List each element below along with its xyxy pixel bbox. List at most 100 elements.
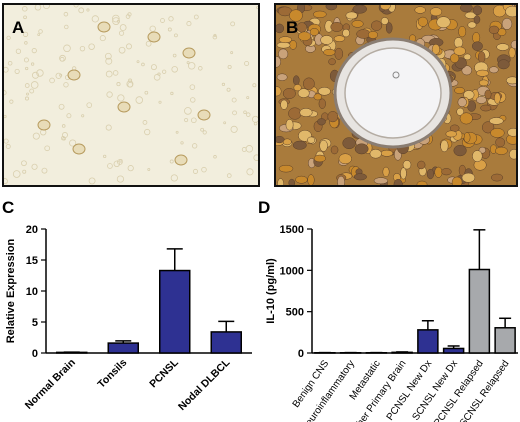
tumor-cell [368, 30, 378, 39]
tissue-fiber [30, 81, 39, 89]
tumor-cell [342, 137, 356, 150]
tissue-fiber [22, 169, 27, 174]
y-tick-label: 1000 [280, 265, 304, 277]
tissue-fiber [31, 71, 39, 79]
tumor-cell [489, 117, 504, 125]
tumor-cell [318, 98, 326, 109]
panel-label-d: D [258, 198, 271, 217]
tumor-cell [489, 66, 499, 74]
tissue-fiber [4, 114, 7, 119]
tissue-fiber [189, 84, 196, 90]
tissue-fiber [36, 69, 44, 77]
tumor-cell [385, 22, 393, 34]
bar [442, 347, 465, 354]
tissue-fiber [201, 166, 207, 173]
tissue-fiber [213, 155, 217, 159]
tissue-fiber [21, 160, 27, 167]
y-tick-label: 15 [26, 255, 38, 267]
tumor-cell [354, 143, 369, 155]
tumor-cell [330, 21, 344, 32]
tumor-cell [417, 160, 426, 170]
tissue-fiber [184, 117, 189, 123]
tissue-fiber [91, 15, 99, 23]
tumor-cell [484, 89, 492, 100]
tissue-fiber [63, 82, 69, 88]
tissue-fiber [167, 27, 172, 32]
tumor-cell [505, 76, 516, 85]
tumor-cell [417, 16, 428, 27]
tumor-cell [445, 130, 457, 138]
tissue-fiber [227, 64, 232, 70]
tumor-cell [288, 178, 296, 185]
micrograph-b [274, 3, 518, 187]
tumor-cell [459, 112, 473, 125]
bar [468, 268, 491, 354]
tissue-fiber [111, 14, 120, 23]
tissue-fiber [144, 128, 151, 136]
tissue-fiber [105, 70, 113, 78]
tissue-fiber [256, 6, 258, 10]
tissue-fiber [59, 73, 63, 77]
tumor-cell [352, 5, 367, 14]
tissue-fiber [180, 141, 184, 145]
tissue-fiber [184, 107, 192, 115]
tissue-fiber [24, 41, 28, 45]
tissue-fiber [141, 62, 145, 67]
tissue-fiber [160, 18, 165, 23]
tissue-fiber [86, 102, 93, 108]
tissue-fiber [157, 72, 161, 76]
tumor-cell [495, 146, 508, 155]
tissue-fiber [24, 83, 30, 88]
tissue-fiber [150, 64, 157, 71]
tissue-fiber [49, 77, 55, 84]
tissue-fiber [7, 60, 13, 66]
tumor-cell [327, 111, 339, 123]
bar [494, 327, 516, 354]
tumor-cell [490, 128, 505, 138]
tissue-fiber [60, 136, 66, 141]
tumor-cell [313, 154, 326, 163]
tissue-fiber [63, 11, 69, 17]
tissue-fiber [105, 124, 112, 131]
tumor-cell [317, 118, 326, 126]
tissue-fiber [161, 69, 167, 74]
tumor-cell [330, 145, 339, 155]
tissue-fiber [38, 29, 43, 34]
panel-label-c: C [2, 198, 15, 217]
tissue-fiber [244, 60, 250, 66]
tissue-fiber [246, 168, 254, 176]
tissue-fiber [81, 114, 85, 118]
tissue-fiber [58, 103, 65, 110]
tumor-cell [478, 79, 489, 87]
tumor-cell [293, 84, 302, 92]
tumor-cell [276, 73, 288, 81]
tissue-fiber [66, 113, 72, 119]
tissue-fiber [118, 30, 125, 36]
y-axis-label: Relative Expression [5, 238, 17, 343]
tumor-cell [313, 93, 323, 101]
tissue-fiber [119, 159, 123, 163]
tissue-fiber [158, 100, 162, 104]
tissue-fiber [169, 159, 174, 164]
tissue-fiber [116, 82, 121, 87]
tumor-cell [295, 175, 308, 184]
tumor-cell [501, 17, 513, 30]
tissue-fiber [107, 163, 113, 169]
tumor-cell [509, 149, 516, 160]
tissue-fiber [25, 66, 29, 71]
tissue-fiber [252, 83, 257, 88]
tissue-fiber [125, 14, 131, 19]
tissue-fiber [59, 56, 65, 62]
tumor-cell [276, 56, 281, 68]
tumor-cell [292, 140, 307, 150]
tumor-cell [414, 6, 426, 14]
tumor-cell [461, 65, 473, 76]
tumor-cell [461, 172, 476, 183]
stained-cell [174, 154, 188, 166]
stained-cell [197, 109, 211, 121]
tissue-fiber [22, 6, 28, 12]
y-tick-label: 0 [32, 348, 38, 360]
tissue-fiber [230, 21, 236, 27]
tissue-fiber [170, 91, 174, 96]
tumor-cell [440, 139, 449, 153]
